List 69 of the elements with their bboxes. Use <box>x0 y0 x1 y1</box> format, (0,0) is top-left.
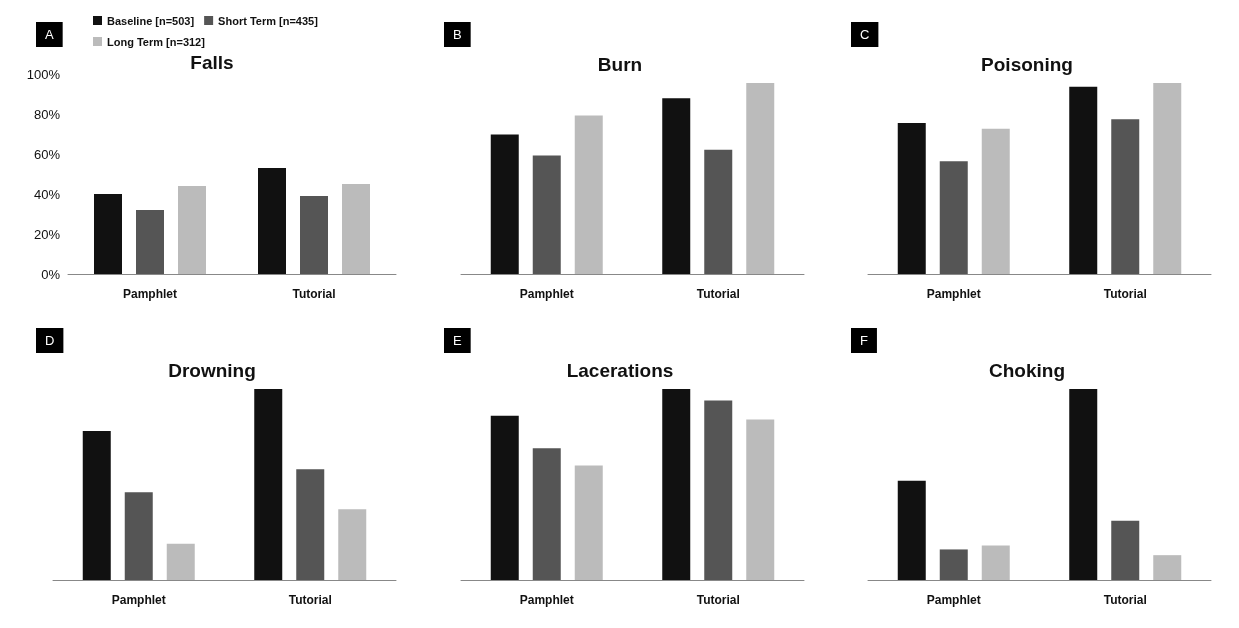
x-tick-label: Pamphlet <box>111 593 166 607</box>
bar <box>1111 119 1140 274</box>
y-tick-label: 60% <box>33 146 61 162</box>
bar <box>1153 83 1182 274</box>
legend-label: Long Term [n=312] <box>107 35 206 48</box>
bar <box>940 549 969 580</box>
text: B <box>452 27 462 42</box>
y-tick-label: 100% <box>26 66 61 82</box>
x-tick-label: Tutorial <box>288 593 332 607</box>
x-tick-label: Tutorial <box>1104 287 1148 301</box>
text: C <box>860 27 870 42</box>
bar <box>745 419 774 580</box>
chart-title: Burn <box>597 54 642 75</box>
bar <box>703 149 732 274</box>
text: A <box>45 27 54 42</box>
x-tick-label: Pamphlet <box>519 593 574 607</box>
bar <box>1153 555 1182 580</box>
text: D <box>45 333 55 348</box>
x-tick-label: Tutorial <box>696 593 740 607</box>
bar <box>898 123 927 274</box>
x-tick-label: Pamphlet <box>927 287 982 301</box>
chart-title: Choking <box>989 360 1066 381</box>
bar <box>338 509 367 580</box>
bar <box>1111 520 1140 580</box>
bar <box>1069 86 1098 274</box>
legend-label: Short Term [n=435] <box>218 14 319 27</box>
chart-title: Falls <box>190 52 234 73</box>
bar <box>258 168 286 274</box>
bar <box>982 545 1011 580</box>
text: F <box>860 333 869 348</box>
bar <box>254 389 283 580</box>
bar <box>490 415 519 580</box>
bar <box>898 480 927 580</box>
bar <box>300 196 328 274</box>
bar <box>574 115 603 274</box>
legend-label: Baseline [n=503] <box>107 14 195 27</box>
x-tick-label: Tutorial <box>292 287 336 301</box>
bar <box>94 194 122 274</box>
chart-title: Poisoning <box>981 54 1074 75</box>
bar <box>532 155 561 274</box>
bar <box>124 492 153 580</box>
bar <box>661 389 690 580</box>
bar <box>661 98 690 274</box>
bar <box>745 83 774 274</box>
bar <box>1069 389 1098 580</box>
bar <box>940 161 969 274</box>
bar <box>574 465 603 580</box>
x-tick-label: Pamphlet <box>927 593 982 607</box>
x-tick-label: Pamphlet <box>122 287 178 301</box>
bar <box>703 400 732 580</box>
bar <box>532 448 561 580</box>
y-tick-label: 40% <box>33 186 61 202</box>
chart-title: Drowning <box>168 360 256 381</box>
bar <box>136 210 164 274</box>
bar <box>166 543 195 580</box>
bar <box>296 469 325 580</box>
text: E <box>452 333 462 348</box>
bar <box>178 186 206 274</box>
bar <box>982 128 1011 274</box>
y-tick-label: 20% <box>33 226 61 242</box>
bar <box>82 431 111 580</box>
chart-title: Lacerations <box>566 360 673 381</box>
y-tick-label: 80% <box>33 106 61 122</box>
bar <box>342 184 370 274</box>
x-tick-label: Pamphlet <box>519 287 574 301</box>
x-tick-label: Tutorial <box>1104 593 1148 607</box>
y-tick-label: 0% <box>41 266 61 282</box>
x-tick-label: Tutorial <box>696 287 740 301</box>
bar <box>490 134 519 274</box>
